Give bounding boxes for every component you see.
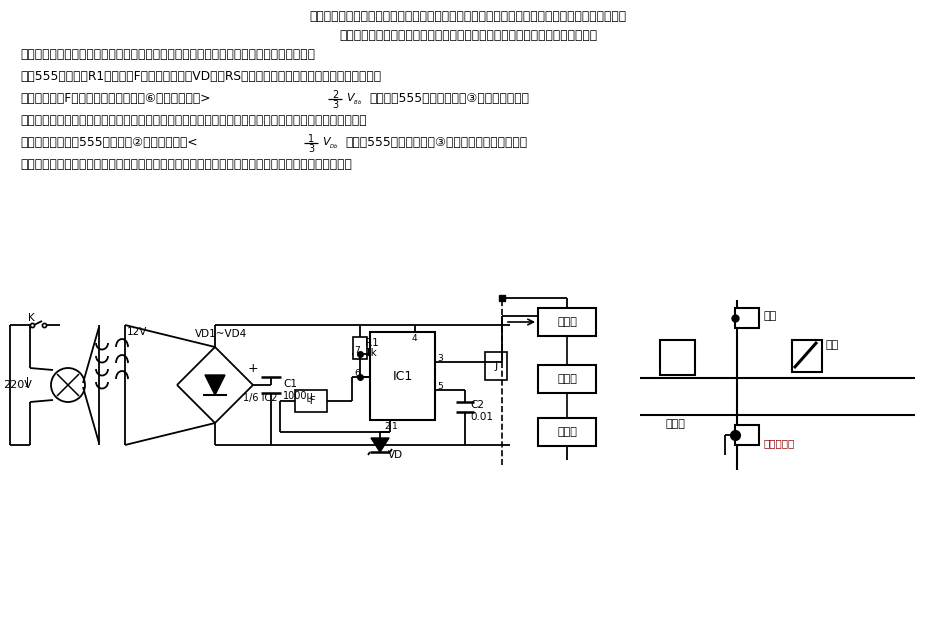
Bar xyxy=(485,352,507,380)
Polygon shape xyxy=(371,438,389,452)
Bar xyxy=(660,340,695,375)
Text: 1000μ: 1000μ xyxy=(283,391,314,401)
Bar xyxy=(353,337,367,359)
Text: ），此时555定时器复位，③脚呈低电平，计: ），此时555定时器复位，③脚呈低电平，计 xyxy=(369,92,529,105)
Text: $V_{_{Bb}}$: $V_{_{Bb}}$ xyxy=(346,92,362,107)
Text: 时），反相器F输入呈低电平，反相后⑥脚呈高电平（>: 时），反相器F输入呈低电平，反相后⑥脚呈高电平（> xyxy=(20,92,211,105)
Text: 显示器: 显示器 xyxy=(557,427,577,437)
Text: 传输带: 传输带 xyxy=(665,419,685,429)
Text: 本计数器包括降压整流电路、光控脉冲发生器、计数器、译码器、显示电路。电: 本计数器包括降压整流电路、光控脉冲发生器、计数器、译码器、显示电路。电 xyxy=(339,29,597,42)
Text: 1: 1 xyxy=(392,422,398,431)
Bar xyxy=(538,308,596,336)
Text: 计数器: 计数器 xyxy=(557,317,577,327)
Text: 555定时器和R1、反相器F及硅光敏二极管VD组成RS触发器。当光敏管受光照时（即无产品通过: 555定时器和R1、反相器F及硅光敏二极管VD组成RS触发器。当光敏管受光照时（… xyxy=(20,70,381,83)
Bar xyxy=(792,340,822,372)
Text: J: J xyxy=(26,377,29,387)
Text: 3: 3 xyxy=(308,144,314,154)
Text: 1/6 IC2: 1/6 IC2 xyxy=(243,393,277,403)
Text: VD: VD xyxy=(388,450,403,460)
Bar xyxy=(538,365,596,393)
Text: $V_{_{Db}}$: $V_{_{Db}}$ xyxy=(322,136,339,151)
Text: C2: C2 xyxy=(470,400,484,410)
Text: 路中只画出了用于产生计数的光控脉冲发生器。光控源与接收光敏管的放置如图右端所示。: 路中只画出了用于产生计数的光控脉冲发生器。光控源与接收光敏管的放置如图右端所示。 xyxy=(20,48,315,61)
Text: 1k: 1k xyxy=(365,348,378,358)
Polygon shape xyxy=(205,375,225,395)
Text: VD1~VD4: VD1~VD4 xyxy=(195,329,247,339)
Text: 5: 5 xyxy=(437,382,443,391)
Text: C1: C1 xyxy=(283,379,297,389)
Text: +: + xyxy=(248,362,258,375)
Text: 1: 1 xyxy=(308,134,314,144)
Text: J: J xyxy=(494,361,498,371)
Text: 本电路可广泛用于各种需自动计数、计件的生产场合，能自动完成计数、显示，电路简单、实用。: 本电路可广泛用于各种需自动计数、计件的生产场合，能自动完成计数、显示，电路简单、… xyxy=(310,10,626,23)
Text: 数脉冲加至计数电路。计数器工作，并累计数。每通过一个产品，计数器便得到一个信号，进行计数。: 数脉冲加至计数电路。计数器工作，并累计数。每通过一个产品，计数器便得到一个信号，… xyxy=(20,158,352,171)
Text: 2: 2 xyxy=(384,422,389,431)
Text: 2: 2 xyxy=(332,90,338,100)
Bar xyxy=(538,418,596,446)
Text: 光敏二极管: 光敏二极管 xyxy=(763,438,795,448)
Text: -F: -F xyxy=(306,396,315,406)
Text: IC1: IC1 xyxy=(392,370,413,382)
Bar xyxy=(735,425,759,445)
Text: 译码器: 译码器 xyxy=(557,374,577,384)
Text: 3: 3 xyxy=(437,354,443,363)
Text: 0.01: 0.01 xyxy=(470,412,493,422)
Text: 数器不工作。当待计数的产品在传输带上遮住光源时，光敏管因无光照呈高阻态，反相器输入为高电平，反: 数器不工作。当待计数的产品在传输带上遮住光源时，光敏管因无光照呈高阻态，反相器输… xyxy=(20,114,367,127)
Bar xyxy=(370,332,435,420)
Text: K: K xyxy=(28,313,35,323)
Bar xyxy=(735,308,759,328)
Text: 7: 7 xyxy=(354,346,359,355)
Text: 光源: 光源 xyxy=(763,311,776,321)
Bar xyxy=(295,390,327,412)
Text: 6: 6 xyxy=(354,369,359,378)
Text: ），则555定时器置位，③脚跃变为高电平，作为计: ），则555定时器置位，③脚跃变为高电平，作为计 xyxy=(345,136,527,149)
Text: 产品: 产品 xyxy=(825,340,839,350)
Text: 12V: 12V xyxy=(127,327,147,337)
Text: 3: 3 xyxy=(332,100,338,110)
Text: 4: 4 xyxy=(412,334,417,343)
Text: 220V: 220V xyxy=(3,380,32,390)
Text: 相后输出低电平，555定时器的②脚呈低电平（<: 相后输出低电平，555定时器的②脚呈低电平（< xyxy=(20,136,197,149)
Text: R1: R1 xyxy=(365,338,379,348)
